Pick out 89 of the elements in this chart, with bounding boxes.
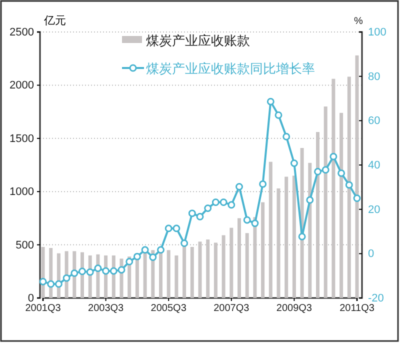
point — [94, 264, 102, 272]
point — [54, 280, 62, 288]
bar — [182, 246, 186, 298]
point — [62, 274, 70, 282]
y2-tick-label: 80 — [368, 70, 380, 83]
point — [330, 152, 338, 160]
y2-tick-label: 0 — [368, 248, 374, 260]
point — [196, 212, 204, 220]
x-tick-label: 2005Q3 — [150, 303, 187, 314]
legend-label: 煤炭产业应收账款同比增长率 — [146, 61, 315, 76]
bar — [261, 202, 265, 298]
point — [266, 98, 274, 106]
bar — [276, 188, 280, 298]
bar — [308, 162, 312, 298]
bar — [347, 76, 351, 298]
bar — [166, 250, 170, 298]
bar — [284, 176, 288, 298]
y2-tick-label: 20 — [368, 204, 380, 216]
point — [86, 268, 94, 276]
legend-label: 煤炭产业应收账款 — [146, 33, 250, 48]
point — [236, 182, 243, 190]
point — [243, 216, 251, 224]
point — [204, 204, 212, 212]
point — [188, 210, 196, 218]
bar — [316, 132, 320, 298]
point — [251, 220, 259, 228]
y-tick-label: 0 — [28, 292, 34, 305]
y2-tick-label: 60 — [368, 115, 380, 128]
point — [314, 168, 322, 176]
bar — [159, 252, 162, 298]
x-tick-label: 2001Q3 — [25, 303, 62, 314]
y2-tick-label: 40 — [368, 160, 380, 172]
point — [70, 269, 78, 277]
point — [157, 246, 164, 254]
point — [110, 267, 118, 275]
bar — [332, 78, 336, 298]
point — [353, 194, 361, 202]
point — [180, 240, 188, 247]
bar — [174, 255, 178, 298]
bar — [340, 112, 344, 298]
point — [274, 111, 282, 119]
bar — [190, 246, 194, 298]
bar — [222, 235, 226, 298]
y-tick-label: 1000 — [10, 186, 34, 198]
point — [39, 278, 47, 286]
x-tick-label: 2009Q3 — [276, 303, 312, 314]
point — [118, 266, 126, 274]
bar — [292, 176, 296, 298]
y-tick-label: 1500 — [10, 132, 34, 145]
bar — [206, 239, 210, 298]
point — [47, 280, 55, 288]
point — [102, 267, 110, 275]
bar — [245, 233, 249, 298]
point — [290, 160, 298, 167]
bar — [214, 242, 218, 298]
y-tick-label: 500 — [16, 239, 34, 252]
point — [141, 246, 149, 254]
point — [306, 196, 314, 204]
point — [345, 181, 353, 189]
x-tick-label: 2011Q3 — [340, 303, 375, 314]
bar — [355, 55, 359, 298]
point — [78, 268, 86, 276]
y-tick-label: 2000 — [10, 80, 34, 92]
point — [133, 252, 141, 260]
point — [282, 132, 290, 140]
bar — [268, 162, 272, 298]
point — [172, 224, 180, 232]
bar — [198, 242, 202, 298]
bar — [143, 251, 147, 298]
bar — [230, 228, 234, 298]
point — [164, 224, 172, 232]
y-tick-label: 2500 — [10, 26, 34, 39]
point — [220, 198, 228, 206]
y2-tick-label: -20 — [368, 292, 384, 305]
point — [212, 198, 220, 206]
bar — [324, 106, 328, 298]
x-tick-label: 2003Q3 — [88, 303, 124, 314]
point — [228, 201, 236, 209]
bar — [238, 218, 241, 298]
point — [338, 169, 346, 177]
x-tick-label: 2007Q3 — [214, 303, 250, 314]
y2-tick-label: 100 — [368, 26, 386, 39]
point — [259, 180, 267, 188]
point — [149, 253, 157, 261]
y2-axis-title: % — [354, 16, 363, 27]
y-axis-title: 亿元 — [43, 15, 66, 27]
point — [126, 258, 134, 266]
point — [322, 166, 330, 174]
point — [298, 232, 306, 240]
